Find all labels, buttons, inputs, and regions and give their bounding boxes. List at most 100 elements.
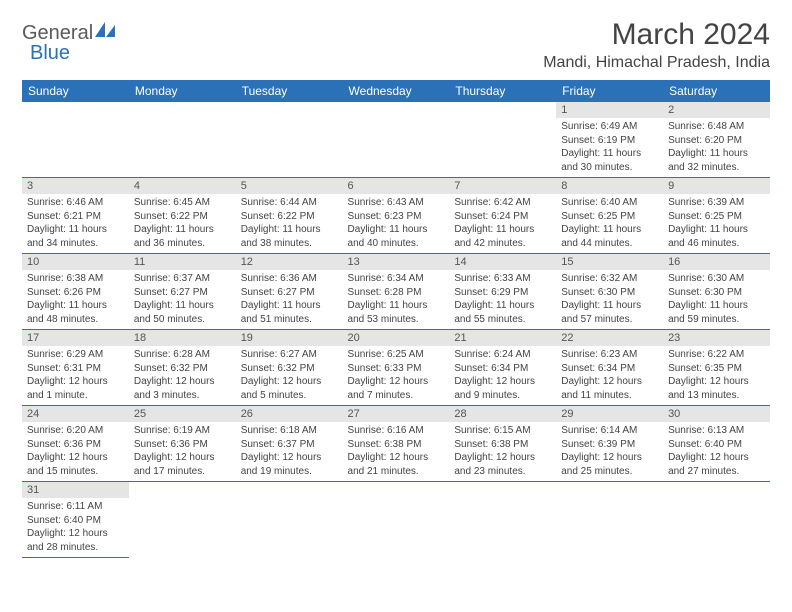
weekday-header: Tuesday <box>236 80 343 102</box>
day-number: 17 <box>22 330 129 346</box>
calendar-cell: 31Sunrise: 6:11 AMSunset: 6:40 PMDayligh… <box>22 482 129 558</box>
month-title: March 2024 <box>543 18 770 52</box>
logo-text-blue-wrap: Blue <box>30 42 70 65</box>
calendar-cell: 13Sunrise: 6:34 AMSunset: 6:28 PMDayligh… <box>343 254 450 330</box>
calendar-cell: 4Sunrise: 6:45 AMSunset: 6:22 PMDaylight… <box>129 178 236 254</box>
day-details: Sunrise: 6:23 AMSunset: 6:34 PMDaylight:… <box>556 346 663 405</box>
day-details: Sunrise: 6:11 AMSunset: 6:40 PMDaylight:… <box>22 498 129 557</box>
calendar-table: SundayMondayTuesdayWednesdayThursdayFrid… <box>22 80 770 558</box>
calendar-cell <box>236 102 343 178</box>
calendar-row: 3Sunrise: 6:46 AMSunset: 6:21 PMDaylight… <box>22 178 770 254</box>
day-details: Sunrise: 6:38 AMSunset: 6:26 PMDaylight:… <box>22 270 129 329</box>
day-number: 4 <box>129 178 236 194</box>
day-number: 15 <box>556 254 663 270</box>
calendar-cell: 9Sunrise: 6:39 AMSunset: 6:25 PMDaylight… <box>663 178 770 254</box>
calendar-cell: 8Sunrise: 6:40 AMSunset: 6:25 PMDaylight… <box>556 178 663 254</box>
calendar-cell <box>556 482 663 558</box>
day-details: Sunrise: 6:18 AMSunset: 6:37 PMDaylight:… <box>236 422 343 481</box>
header: General March 2024 Mandi, Himachal Prade… <box>22 18 770 72</box>
calendar-row: 10Sunrise: 6:38 AMSunset: 6:26 PMDayligh… <box>22 254 770 330</box>
day-details: Sunrise: 6:45 AMSunset: 6:22 PMDaylight:… <box>129 194 236 253</box>
logo-text-blue: Blue <box>30 42 70 64</box>
day-details: Sunrise: 6:28 AMSunset: 6:32 PMDaylight:… <box>129 346 236 405</box>
day-details: Sunrise: 6:40 AMSunset: 6:25 PMDaylight:… <box>556 194 663 253</box>
weekday-header-row: SundayMondayTuesdayWednesdayThursdayFrid… <box>22 80 770 102</box>
calendar-cell: 26Sunrise: 6:18 AMSunset: 6:37 PMDayligh… <box>236 406 343 482</box>
day-details: Sunrise: 6:29 AMSunset: 6:31 PMDaylight:… <box>22 346 129 405</box>
day-details: Sunrise: 6:49 AMSunset: 6:19 PMDaylight:… <box>556 118 663 177</box>
weekday-header: Friday <box>556 80 663 102</box>
day-number: 8 <box>556 178 663 194</box>
day-details: Sunrise: 6:24 AMSunset: 6:34 PMDaylight:… <box>449 346 556 405</box>
day-number: 11 <box>129 254 236 270</box>
calendar-body: 1Sunrise: 6:49 AMSunset: 6:19 PMDaylight… <box>22 102 770 558</box>
day-number: 12 <box>236 254 343 270</box>
day-number: 21 <box>449 330 556 346</box>
day-number: 29 <box>556 406 663 422</box>
day-number: 3 <box>22 178 129 194</box>
calendar-cell <box>663 482 770 558</box>
day-details: Sunrise: 6:33 AMSunset: 6:29 PMDaylight:… <box>449 270 556 329</box>
calendar-cell: 10Sunrise: 6:38 AMSunset: 6:26 PMDayligh… <box>22 254 129 330</box>
calendar-row: 17Sunrise: 6:29 AMSunset: 6:31 PMDayligh… <box>22 330 770 406</box>
calendar-cell: 5Sunrise: 6:44 AMSunset: 6:22 PMDaylight… <box>236 178 343 254</box>
calendar-cell: 23Sunrise: 6:22 AMSunset: 6:35 PMDayligh… <box>663 330 770 406</box>
calendar-row: 1Sunrise: 6:49 AMSunset: 6:19 PMDaylight… <box>22 102 770 178</box>
calendar-cell <box>343 102 450 178</box>
day-details: Sunrise: 6:39 AMSunset: 6:25 PMDaylight:… <box>663 194 770 253</box>
day-details: Sunrise: 6:34 AMSunset: 6:28 PMDaylight:… <box>343 270 450 329</box>
calendar-cell <box>449 102 556 178</box>
day-number: 5 <box>236 178 343 194</box>
calendar-cell: 19Sunrise: 6:27 AMSunset: 6:32 PMDayligh… <box>236 330 343 406</box>
calendar-cell: 27Sunrise: 6:16 AMSunset: 6:38 PMDayligh… <box>343 406 450 482</box>
calendar-cell: 7Sunrise: 6:42 AMSunset: 6:24 PMDaylight… <box>449 178 556 254</box>
day-details: Sunrise: 6:32 AMSunset: 6:30 PMDaylight:… <box>556 270 663 329</box>
day-number: 14 <box>449 254 556 270</box>
calendar-cell <box>22 102 129 178</box>
day-number: 23 <box>663 330 770 346</box>
day-details: Sunrise: 6:13 AMSunset: 6:40 PMDaylight:… <box>663 422 770 481</box>
day-details: Sunrise: 6:16 AMSunset: 6:38 PMDaylight:… <box>343 422 450 481</box>
day-number: 24 <box>22 406 129 422</box>
day-number: 18 <box>129 330 236 346</box>
day-details: Sunrise: 6:19 AMSunset: 6:36 PMDaylight:… <box>129 422 236 481</box>
calendar-cell: 2Sunrise: 6:48 AMSunset: 6:20 PMDaylight… <box>663 102 770 178</box>
day-number: 6 <box>343 178 450 194</box>
calendar-cell: 15Sunrise: 6:32 AMSunset: 6:30 PMDayligh… <box>556 254 663 330</box>
calendar-cell <box>343 482 450 558</box>
calendar-cell: 6Sunrise: 6:43 AMSunset: 6:23 PMDaylight… <box>343 178 450 254</box>
calendar-cell <box>129 482 236 558</box>
calendar-cell: 17Sunrise: 6:29 AMSunset: 6:31 PMDayligh… <box>22 330 129 406</box>
calendar-cell <box>449 482 556 558</box>
day-number: 27 <box>343 406 450 422</box>
sail-icon <box>95 22 117 43</box>
day-number: 1 <box>556 102 663 118</box>
calendar-cell: 11Sunrise: 6:37 AMSunset: 6:27 PMDayligh… <box>129 254 236 330</box>
calendar-cell: 30Sunrise: 6:13 AMSunset: 6:40 PMDayligh… <box>663 406 770 482</box>
calendar-cell: 3Sunrise: 6:46 AMSunset: 6:21 PMDaylight… <box>22 178 129 254</box>
weekday-header: Thursday <box>449 80 556 102</box>
day-number: 20 <box>343 330 450 346</box>
day-number: 30 <box>663 406 770 422</box>
day-details: Sunrise: 6:20 AMSunset: 6:36 PMDaylight:… <box>22 422 129 481</box>
day-details: Sunrise: 6:30 AMSunset: 6:30 PMDaylight:… <box>663 270 770 329</box>
day-details: Sunrise: 6:43 AMSunset: 6:23 PMDaylight:… <box>343 194 450 253</box>
day-number: 25 <box>129 406 236 422</box>
calendar-cell: 1Sunrise: 6:49 AMSunset: 6:19 PMDaylight… <box>556 102 663 178</box>
day-details: Sunrise: 6:44 AMSunset: 6:22 PMDaylight:… <box>236 194 343 253</box>
weekday-header: Saturday <box>663 80 770 102</box>
calendar-cell: 28Sunrise: 6:15 AMSunset: 6:38 PMDayligh… <box>449 406 556 482</box>
location: Mandi, Himachal Pradesh, India <box>543 54 770 72</box>
day-number: 16 <box>663 254 770 270</box>
calendar-cell: 12Sunrise: 6:36 AMSunset: 6:27 PMDayligh… <box>236 254 343 330</box>
day-number: 10 <box>22 254 129 270</box>
calendar-row: 24Sunrise: 6:20 AMSunset: 6:36 PMDayligh… <box>22 406 770 482</box>
calendar-cell: 14Sunrise: 6:33 AMSunset: 6:29 PMDayligh… <box>449 254 556 330</box>
day-details: Sunrise: 6:46 AMSunset: 6:21 PMDaylight:… <box>22 194 129 253</box>
day-details: Sunrise: 6:36 AMSunset: 6:27 PMDaylight:… <box>236 270 343 329</box>
day-details: Sunrise: 6:37 AMSunset: 6:27 PMDaylight:… <box>129 270 236 329</box>
day-details: Sunrise: 6:25 AMSunset: 6:33 PMDaylight:… <box>343 346 450 405</box>
weekday-header: Sunday <box>22 80 129 102</box>
day-number: 2 <box>663 102 770 118</box>
day-details: Sunrise: 6:14 AMSunset: 6:39 PMDaylight:… <box>556 422 663 481</box>
